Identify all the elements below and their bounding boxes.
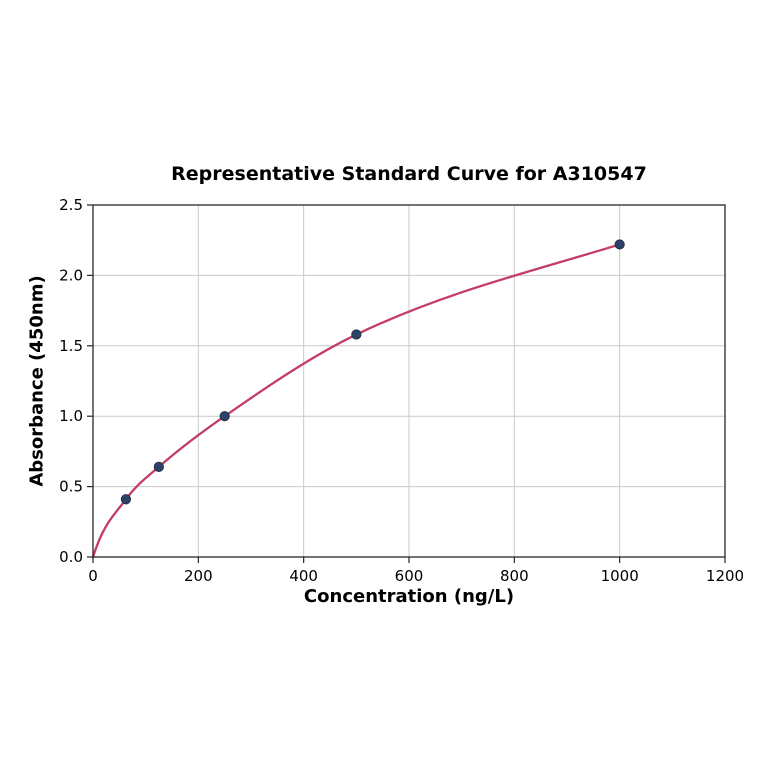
fit-curve (91, 243, 621, 559)
data-point (153, 461, 164, 472)
x-tick-label: 1200 (706, 567, 744, 585)
y-tick-label: 2.5 (59, 196, 83, 214)
data-point (351, 329, 362, 340)
y-tick-label: 2.0 (59, 266, 83, 284)
x-tick-label: 0 (88, 567, 98, 585)
x-tick-label: 800 (500, 567, 529, 585)
x-tick-label: 400 (289, 567, 318, 585)
data-point (219, 411, 230, 422)
y-tick-label: 1.0 (59, 407, 83, 425)
data-point (614, 239, 625, 250)
x-tick-label: 200 (184, 567, 213, 585)
y-tick-label: 0.0 (59, 548, 83, 566)
x-tick-label: 600 (395, 567, 424, 585)
x-tick-label: 1000 (601, 567, 639, 585)
y-tick-label: 0.5 (59, 478, 83, 496)
x-axis-label: Concentration (ng/L) (303, 586, 515, 607)
y-tick-label: 1.5 (59, 337, 83, 355)
data-point (120, 494, 132, 505)
chart-title: Representative Standard Curve for A31054… (171, 163, 647, 185)
